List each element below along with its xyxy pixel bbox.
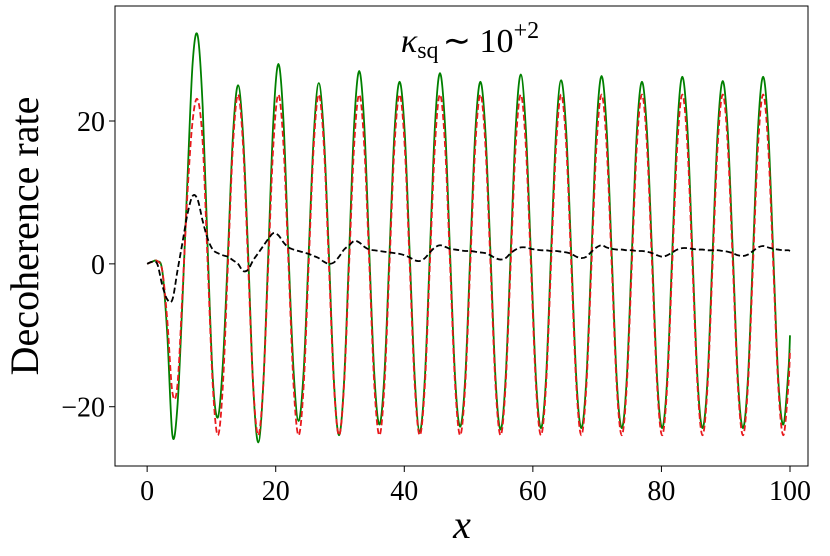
x-axis-label: x [452,502,471,547]
annotation-subscript: sq [417,38,438,64]
series-line [146,93,791,437]
y-tick-label: 20 [77,107,105,138]
series-line [146,194,791,304]
plot-frame [114,5,809,467]
annotation-superscript: +2 [514,18,540,44]
x-tick-label: 100 [769,476,811,507]
annotation: κsq ∼ 10+2 [401,18,539,64]
y-tick-label: −20 [61,393,105,424]
annotation-relation: ∼ 10 [443,23,514,60]
series-line [146,32,791,444]
x-tick-label: 60 [519,476,547,507]
annotation-symbol: κ [401,23,418,60]
y-tick-label: 0 [91,250,105,281]
x-tick-label: 20 [262,476,290,507]
x-tick-label: 40 [390,476,418,507]
x-tick-label: 80 [647,476,675,507]
y-axis-label: Decoherence rate [2,97,47,376]
x-tick-label: 0 [140,476,154,507]
